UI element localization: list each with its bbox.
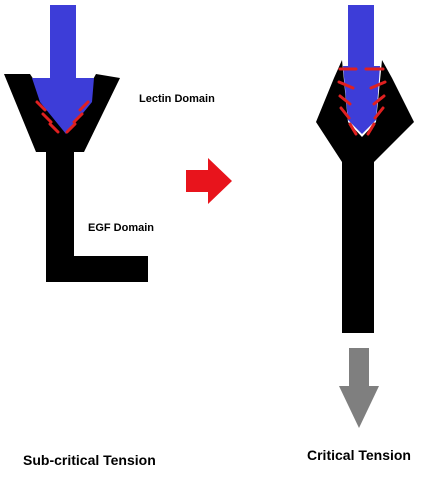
bonds-left <box>35 100 90 134</box>
bonds-right <box>337 67 387 136</box>
egf-domain-label: EGF Domain <box>88 222 155 234</box>
bond <box>369 80 387 90</box>
bond <box>338 94 352 106</box>
sub-critical-tension-label: Sub-critical Tension <box>23 452 156 468</box>
critical-tension-label: Critical Tension <box>307 447 411 463</box>
bond <box>337 80 355 90</box>
critical-state <box>316 5 414 428</box>
sub-critical-state <box>4 5 148 282</box>
force-arrow-shaft <box>349 348 369 386</box>
bond <box>35 100 47 112</box>
ligand-shaft-left <box>50 5 76 81</box>
bond <box>65 122 77 134</box>
ligand-head-left <box>32 78 94 134</box>
bond <box>348 122 358 136</box>
bond <box>78 100 90 112</box>
lectin-domain-label: Lectin Domain <box>139 93 215 105</box>
ligand-shaft-right <box>348 5 374 73</box>
bond <box>72 112 84 124</box>
receptor-left <box>4 74 148 282</box>
bond <box>372 94 386 106</box>
transition-arrow <box>186 158 232 204</box>
ligand-head-right <box>343 66 380 134</box>
bond <box>48 122 60 134</box>
bond <box>339 106 351 120</box>
receptor-right <box>316 60 414 333</box>
bond <box>41 112 53 124</box>
bond <box>366 122 376 136</box>
bond <box>373 106 385 120</box>
force-arrow-head <box>339 386 379 428</box>
